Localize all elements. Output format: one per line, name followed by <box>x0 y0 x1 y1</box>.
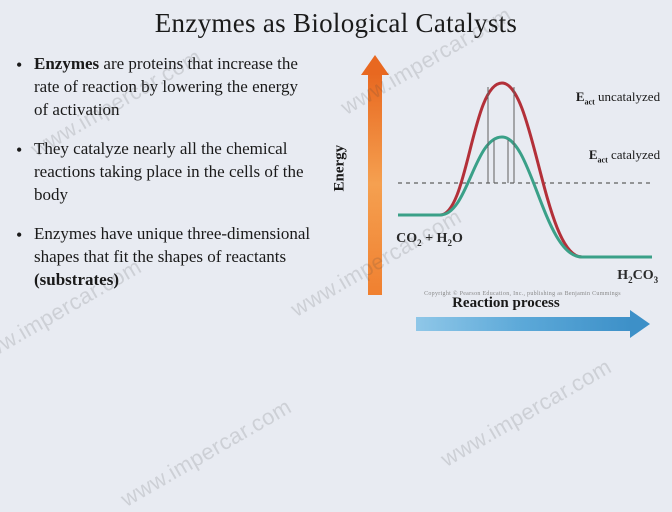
legend-catalyzed: Eact catalyzed <box>589 147 660 165</box>
legend-uncatalyzed: Eact uncatalyzed <box>576 89 660 107</box>
bullet-item: They catalyze nearly all the chemical re… <box>30 138 316 207</box>
watermark: www.impercar.com <box>436 354 616 473</box>
watermark: www.impercar.com <box>116 394 296 512</box>
bullet-bold: (substrates) <box>34 270 119 289</box>
content-row: Enzymes are proteins that increase the r… <box>0 53 672 343</box>
y-axis-label: Energy <box>332 145 349 192</box>
x-axis-label: Reaction process <box>452 295 560 312</box>
product-label: H2CO3 <box>617 268 658 285</box>
slide-title: Enzymes as Biological Catalysts <box>0 8 672 39</box>
energy-diagram: Energy Eact uncatalyzed Eact catalyzed <box>334 53 664 343</box>
bullet-text: They catalyze nearly all the chemical re… <box>34 139 304 204</box>
bullet-item: Enzymes have unique three-dimensional sh… <box>30 223 316 292</box>
legend-sub: act <box>598 156 608 165</box>
legend-prefix: E <box>576 89 585 104</box>
bullet-bold: Enzymes <box>34 54 99 73</box>
bullet-text: Enzymes have unique three-dimensional sh… <box>34 224 310 266</box>
y-axis-arrow <box>368 73 382 295</box>
bullet-item: Enzymes are proteins that increase the r… <box>30 53 316 122</box>
legend-text: catalyzed <box>608 147 660 162</box>
chart-area: Energy Eact uncatalyzed Eact catalyzed <box>326 53 662 343</box>
legend-prefix: E <box>589 147 598 162</box>
x-axis-arrow <box>416 317 632 331</box>
legend-text: uncatalyzed <box>595 89 660 104</box>
reactant-label: CO2 + H2O <box>396 231 463 248</box>
attribution-text: Copyright © Pearson Education, Inc., pub… <box>424 291 621 297</box>
slide: Enzymes as Biological Catalysts Enzymes … <box>0 0 672 504</box>
legend-sub: act <box>585 98 595 107</box>
bullet-list: Enzymes are proteins that increase the r… <box>16 53 326 343</box>
